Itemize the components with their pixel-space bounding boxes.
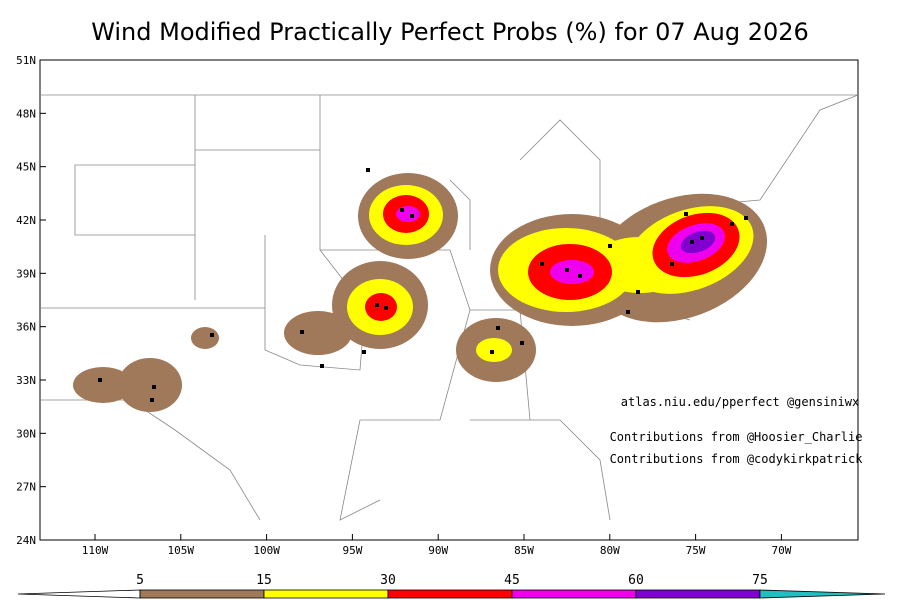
lon-label: 105W [168, 544, 195, 557]
map-frame [39, 59, 859, 541]
lon-label: 95W [342, 544, 362, 557]
colorbar-label: 15 [256, 573, 272, 588]
lon-label: 110W [82, 544, 109, 557]
lat-label: 36N [16, 321, 36, 334]
lon-label: 75W [686, 544, 706, 557]
colorbar [17, 589, 886, 599]
map: atlas.niu.edu/pperfect @gensiniwx Contri… [39, 59, 864, 541]
probability-contours [73, 173, 768, 412]
lon-label: 85W [514, 544, 534, 557]
lat-label: 33N [16, 374, 36, 387]
lat-label: 39N [16, 267, 36, 280]
lon-label: 80W [600, 544, 620, 557]
lat-label: 30N [16, 427, 36, 440]
colorbar-label: 30 [380, 573, 396, 588]
lat-label: 27N [16, 481, 36, 494]
colorbar-label: 5 [136, 573, 144, 588]
credit: atlas.niu.edu/pperfect @gensiniwx [621, 395, 859, 409]
lat-label: 42N [16, 214, 36, 227]
credit: Contributions from @Hoosier_Charlie [610, 430, 863, 444]
lat-label: 48N [16, 107, 36, 120]
colorbar-label: 45 [504, 573, 520, 588]
reports [98, 168, 748, 402]
lat-label: 24N [16, 534, 36, 547]
title: Wind Modified Practically Perfect Probs … [91, 18, 809, 46]
colorbar-label: 60 [628, 573, 644, 588]
lon-label: 90W [428, 544, 448, 557]
lon-label: 100W [253, 544, 280, 557]
credit: Contributions from @codykirkpatrick [610, 452, 864, 466]
lat-label: 51N [16, 54, 36, 67]
lon-label: 70W [771, 544, 791, 557]
colorbar-label: 75 [752, 573, 768, 588]
lat-label: 45N [16, 161, 36, 174]
